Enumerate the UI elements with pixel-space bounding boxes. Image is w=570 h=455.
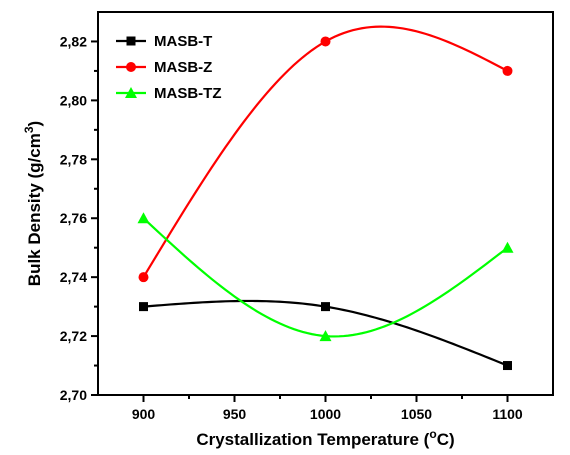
legend-swatch-marker (125, 87, 137, 98)
x-axis-title-sup: o (429, 427, 436, 441)
y-tick-label: 2,78 (60, 151, 87, 167)
data-point-masb-z (320, 36, 331, 47)
data-point-masb-tz (319, 330, 332, 342)
data-point-masb-t (321, 302, 330, 312)
series-line-masb-tz (142, 217, 509, 338)
y-tick-label: 2,74 (60, 269, 87, 285)
y-axis-title-tail: ) (25, 121, 44, 127)
series-layer (137, 25, 514, 371)
y-tick-label: 2,82 (60, 33, 87, 49)
y-tick-label: 2,80 (60, 92, 87, 108)
legend-item-masb-z: MASB-Z (116, 59, 212, 76)
legend-swatch-marker (126, 62, 136, 72)
x-axis-title-tail: C) (437, 430, 455, 449)
x-axis-title-main: Crystallization Temperature ( (196, 430, 429, 449)
x-tick-label: 900 (132, 406, 156, 422)
y-tick-label: 2,70 (60, 387, 87, 403)
data-point-masb-tz (137, 212, 150, 224)
data-point-masb-t (139, 302, 148, 312)
y-axis-title-main: Bulk Density (g/cm (25, 133, 44, 286)
y-tick-label: 2,72 (60, 328, 87, 344)
x-axis-title: Crystallization Temperature (oC) (196, 427, 454, 449)
legend-label: MASB-TZ (154, 85, 222, 102)
x-tick-label: 1050 (401, 406, 432, 422)
legend-label: MASB-Z (154, 59, 212, 76)
data-point-masb-t (503, 361, 512, 371)
legend-item-masb-t: MASB-T (116, 33, 212, 50)
data-point-masb-z (138, 272, 149, 283)
y-axis-title-sup: 3 (22, 126, 36, 133)
legend-swatch-marker (126, 36, 136, 46)
y-axis-title: Bulk Density (g/cm3) (22, 121, 44, 286)
ticks-layer: 900 950 1000 1050 1100 2,70 2,72 2,74 2,76 2,78 2,… (60, 33, 523, 422)
legend: MASB-T MASB-Z MASB-TZ (116, 33, 222, 102)
data-point-masb-z (502, 65, 513, 76)
plot-frame (97, 11, 554, 396)
x-tick-label: 950 (223, 406, 247, 422)
legend-item-masb-tz: MASB-TZ (116, 85, 222, 102)
y-tick-label: 2,76 (60, 210, 87, 226)
x-tick-label: 1100 (492, 406, 523, 422)
data-point-masb-tz (501, 241, 514, 253)
legend-label: MASB-T (154, 33, 212, 50)
x-tick-label: 1000 (310, 406, 341, 422)
